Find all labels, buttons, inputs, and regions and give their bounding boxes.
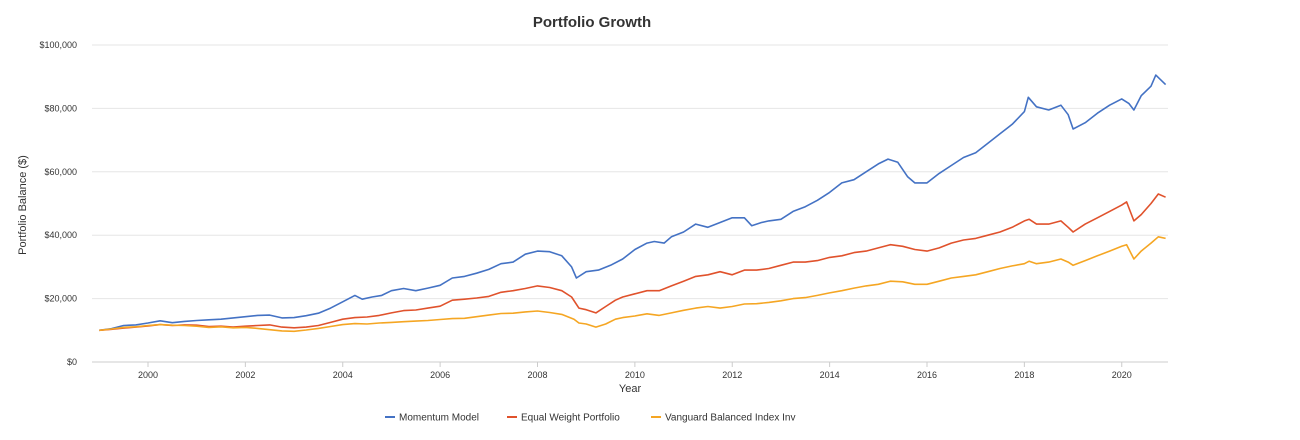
y-tick-label: $20,000: [44, 294, 77, 304]
y-axis: $0 $20,000 $40,000 $60,000 $80,000 $100,000: [39, 40, 77, 367]
x-tick-label: 2004: [333, 370, 353, 380]
series-line-1: [99, 74, 1167, 332]
x-tick-label: 2010: [625, 370, 645, 380]
legend-label: Equal Weight Portfolio: [521, 413, 620, 424]
x-tick-label: 2012: [722, 370, 742, 380]
x-tick-label: 2002: [235, 370, 255, 380]
y-tick-label: $100,000: [39, 40, 77, 50]
y-tick-label: $60,000: [44, 167, 77, 177]
y-tick-label: $0: [67, 357, 77, 367]
x-axis: 2000 2002 2004 2006 2008 2010 2012 2014 2016 2018…: [138, 362, 1132, 380]
series-line-3: [99, 236, 1166, 333]
series-lines: [99, 74, 1167, 333]
x-tick-label: 2018: [1014, 370, 1034, 380]
x-axis-label: Year: [619, 383, 642, 395]
x-tick-label: 2000: [138, 370, 158, 380]
legend-label: Vanguard Balanced Index Inv: [665, 413, 795, 424]
y-tick-label: $80,000: [44, 103, 77, 113]
y-tick-label: $40,000: [44, 230, 77, 240]
chart-title: Portfolio Growth: [533, 14, 651, 31]
x-tick-label: 2006: [430, 370, 450, 380]
x-tick-label: 2014: [820, 370, 840, 380]
legend: Momentum Model Equal Weight Portfolio Vang…: [385, 413, 795, 424]
gridlines: [92, 44, 1168, 363]
x-tick-label: 2016: [917, 370, 937, 380]
x-tick-label: 2020: [1112, 370, 1132, 380]
series-line-2: [99, 193, 1166, 332]
x-tick-label: 2008: [527, 370, 547, 380]
legend-label: Momentum Model: [399, 413, 479, 424]
y-axis-label: Portfolio Balance ($): [17, 155, 29, 255]
